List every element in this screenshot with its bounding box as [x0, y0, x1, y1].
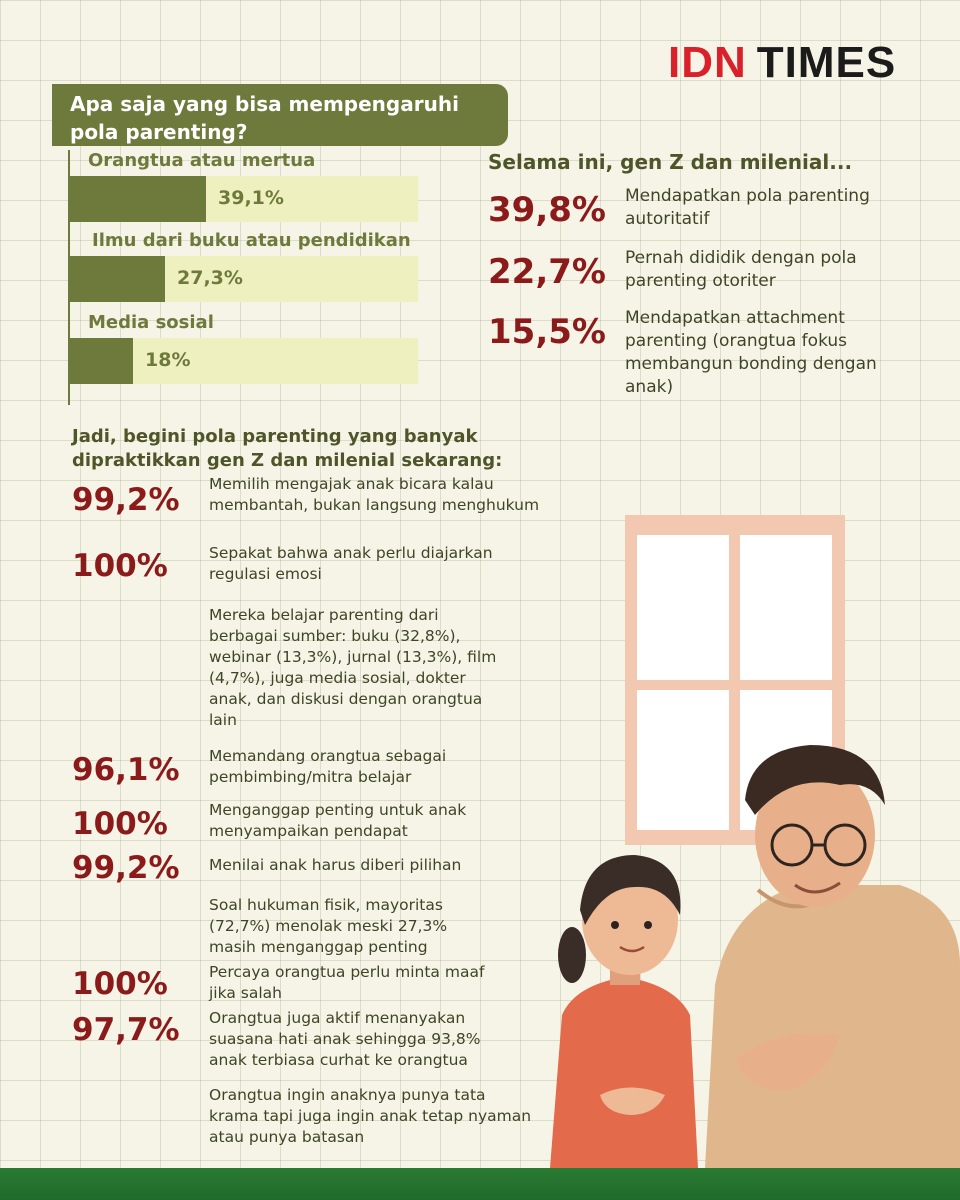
bar-track: 27,3%	[70, 256, 418, 302]
practice-section-title: Jadi, begini pola parenting yang banyak …	[72, 426, 503, 471]
chart-axis-line	[68, 150, 70, 405]
footer-strip	[0, 1168, 960, 1200]
right-stat-text: Pernah dididik dengan pola parenting oto…	[625, 248, 857, 291]
practice-text: Percaya orangtua perlu minta maaf jika s…	[209, 963, 485, 1002]
brand-logo-idn: IDN	[668, 38, 747, 87]
bar-value-label: 39,1%	[218, 187, 284, 209]
practice-text: Orangtua juga aktif menanyakan suasana h…	[209, 1009, 481, 1069]
bar-value-label: 27,3%	[177, 267, 243, 289]
bar-track: 18%	[70, 338, 418, 384]
practice-percent: 97,7%	[72, 1012, 180, 1048]
question-header-title: Apa saja yang bisa mempengaruhi pola par…	[70, 92, 459, 144]
practice-percent: 96,1%	[72, 752, 180, 788]
bar-fill	[70, 338, 133, 384]
practice-text: Soal hukuman fisik, mayoritas (72,7%) me…	[209, 896, 448, 956]
bar-category-label: Ilmu dari buku atau pendidikan	[92, 230, 411, 251]
practice-percent: 100%	[72, 966, 168, 1002]
bar-track: 39,1%	[70, 176, 418, 222]
question-header-box	[52, 84, 508, 146]
right-stat-percent: 39,8%	[488, 190, 606, 230]
bar-category-label: Orangtua atau mertua	[88, 150, 316, 171]
brand-logo-times: TIMES	[756, 38, 897, 87]
brand-logo: IDN TIMES	[668, 38, 896, 88]
right-stat-text: Mendapatkan pola parenting autoritatif	[625, 186, 870, 229]
right-stat-text: Mendapatkan attachment parenting (orangt…	[625, 308, 877, 397]
right-stat-percent: 15,5%	[488, 312, 606, 352]
practice-text: Menganggap penting untuk anak menyampaik…	[209, 801, 467, 840]
right-stat-percent: 22,7%	[488, 252, 606, 292]
bar-fill	[70, 256, 165, 302]
child-figure	[550, 855, 698, 1168]
practice-text: Menilai anak harus diberi pilihan	[209, 856, 462, 874]
practice-percent: 100%	[72, 548, 168, 584]
practice-text: Mereka belajar parenting dari berbagai s…	[209, 606, 497, 729]
practice-text: Orangtua ingin anaknya punya tata krama …	[209, 1086, 532, 1146]
practice-text: Sepakat bahwa anak perlu diajarkan regul…	[209, 544, 493, 583]
practice-percent: 99,2%	[72, 850, 180, 886]
bar-fill	[70, 176, 206, 222]
practice-text: Memandang orangtua sebagai pembimbing/mi…	[209, 747, 447, 786]
practice-percent: 100%	[72, 806, 168, 842]
parent-child-illustration	[550, 515, 960, 1168]
father-figure	[705, 745, 960, 1168]
right-section-title: Selama ini, gen Z dan milenial...	[488, 150, 853, 174]
practice-percent: 99,2%	[72, 482, 180, 518]
bar-category-label: Media sosial	[88, 312, 214, 333]
bar-value-label: 18%	[145, 349, 191, 371]
practice-text: Memilih mengajak anak bicara kalau memba…	[209, 475, 540, 514]
